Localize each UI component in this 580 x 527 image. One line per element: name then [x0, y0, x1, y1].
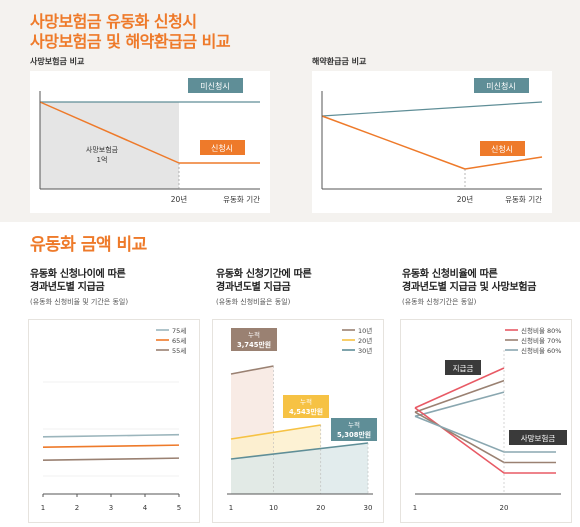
chart2-subtitle: 해약환급금 비교: [312, 57, 367, 66]
chart3-series-line: [42, 433, 180, 438]
chart4-title-line1: 유동화 신청기간에 따른: [216, 269, 312, 280]
chart4-x-tick-label: 1: [229, 504, 233, 512]
chart5-payout-label: 지급금: [453, 364, 474, 373]
chart3-x-tick-label: 2: [75, 504, 79, 512]
chart2-label-box-applied: [480, 141, 525, 156]
chart3-legend-label: 65세: [172, 336, 186, 345]
chart2-line-unapplied: [321, 101, 543, 117]
chart3-panel: 1 2 3 4 5 75세 65세 55세: [28, 319, 200, 523]
chart5-death-benefit-label-box: [509, 430, 567, 445]
page-title-line2: 사망보험금 및 해약환급금 비교: [30, 32, 231, 51]
chart5-payout-label-box: [445, 360, 481, 375]
chart4-title-line2: 경과년도별 지급금: [216, 282, 291, 293]
chart5-x-tick-label: 1: [413, 504, 417, 512]
chart4-note: (유동화 신청비율은 동일): [216, 298, 291, 306]
chart3-x-tick-label: 5: [177, 504, 181, 512]
chart2-label-applied: 신청시: [491, 145, 513, 154]
chart3-legend-label: 55세: [172, 346, 186, 355]
chart4-data-label-line1: 누적: [248, 331, 260, 339]
chart4-data-label-line2: 5,308만원: [337, 430, 371, 439]
chart4-data-label-line2: 4,543만원: [289, 407, 323, 416]
chart4-data-label-box: [283, 395, 329, 418]
chart3-title-line1: 유동화 신청나이에 따른: [30, 269, 126, 280]
chart2-label-box-unapplied: [474, 78, 529, 93]
chart3-x-tick-label: 4: [143, 504, 148, 512]
chart2-x-tick-20y: 20년: [457, 194, 474, 204]
chart2-x-axis-label: 유동화 기간: [505, 194, 542, 204]
chart4-series-line: [230, 424, 321, 440]
chart3-title-line2: 경과년도별 지급금: [30, 282, 105, 293]
chart4-x-tick-label: 10: [269, 504, 278, 512]
chart5-title-line2: 경과년도별 지급금 및 사망보험금: [402, 282, 537, 293]
chart2-panel: 미신청시 신청시 20년 유동화 기간: [312, 71, 552, 213]
chart4-x-tick-label: 30: [364, 504, 373, 512]
chart4-data-label-line2: 3,745만원: [237, 340, 271, 349]
chart4-data-label-line1: 누적: [300, 398, 312, 406]
chart1-annotation-line1: 사망보험금: [86, 145, 119, 154]
chart1-shaded-area: [40, 102, 179, 189]
chart5-legend-label: 신청비율 70%: [521, 336, 561, 345]
chart3-x-tick-label: 1: [41, 504, 45, 512]
chart1-subtitle: 사망보험금 비교: [30, 57, 85, 66]
page-title-line1: 사망보험금 유동화 신청시: [30, 12, 197, 31]
chart5-payout-line: [414, 391, 505, 418]
chart4-data-label-box: [231, 328, 277, 351]
chart5-x-tick-label: 20: [500, 504, 509, 512]
chart5-payout-line: [414, 379, 505, 413]
chart1-x-axis-label: 유동화 기간: [223, 194, 260, 204]
chart5-title-line1: 유동화 신청비율에 따른: [402, 269, 498, 280]
chart5-note: (유동화 신청기간은 동일): [402, 298, 477, 306]
section2-title: 유동화 금액 비교: [30, 235, 147, 255]
chart5-death-benefit-label: 사망보험금: [521, 433, 556, 443]
chart4-series-line: [230, 442, 369, 460]
chart4-data-label-line1: 누적: [348, 421, 360, 429]
chart1-svg: 미신청시 신청시 사망보험금 1억 20년 유동화 기간: [39, 78, 260, 204]
chart1-label-box-unapplied: [188, 78, 243, 93]
chart3-note: (유동화 신청비율 및 기간은 동일): [30, 298, 129, 306]
chart4-x-tick-label: 20: [316, 504, 325, 512]
chart2-line-applied-decline: [321, 115, 466, 170]
chart1-annotation-line2: 1억: [97, 156, 108, 164]
chart1-label-applied: 신청시: [211, 144, 233, 153]
chart1-label-unapplied: 미신청시: [200, 82, 229, 91]
chart4-legend-label: 10년: [358, 326, 372, 335]
chart2-svg: 미신청시 신청시 20년 유동화 기간: [321, 78, 543, 204]
chart1-label-box-applied: [200, 140, 245, 155]
chart4-legend-label: 30년: [358, 346, 372, 355]
chart1-panel: 미신청시 신청시 사망보험금 1억 20년 유동화 기간: [30, 71, 270, 213]
chart5-legend-label: 신청비율 80%: [521, 326, 561, 335]
chart2-label-unapplied: 미신청시: [486, 82, 515, 91]
chart4-legend-label: 20년: [358, 336, 372, 345]
chart4-panel: 1 10 20 30 10년 20년 30년 누적 3,745만원 누적 4,543만원 누적 5,…: [212, 319, 384, 523]
chart4-series-line: [230, 365, 274, 375]
chart3-x-tick-label: 3: [109, 504, 113, 512]
chart5-legend-label: 신청비율 60%: [521, 346, 561, 355]
chart5-payout-line: [414, 367, 505, 409]
chart3-series-line: [42, 457, 180, 461]
chart3-series-line: [42, 444, 180, 448]
chart1-line-applied-decline: [39, 101, 180, 164]
chart2-line-applied-rise: [464, 156, 543, 170]
chart1-x-tick-20y: 20년: [171, 194, 188, 204]
chart4-data-label-box: [331, 418, 377, 441]
chart3-legend-label: 75세: [172, 326, 186, 335]
